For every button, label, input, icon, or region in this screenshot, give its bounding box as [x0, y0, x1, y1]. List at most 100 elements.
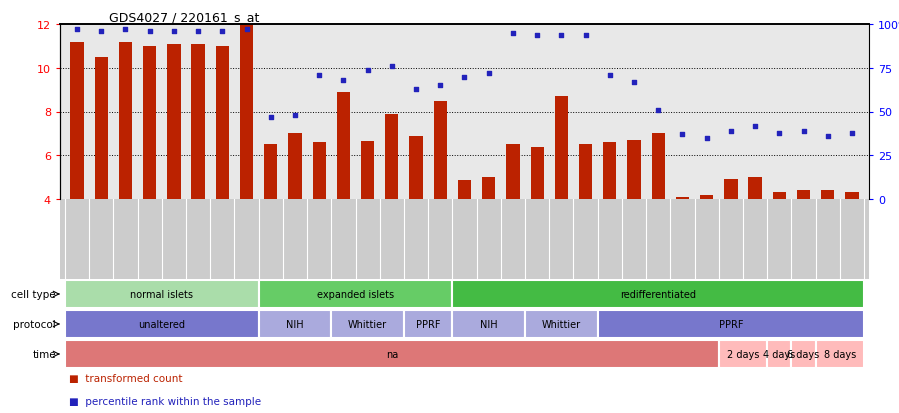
- Text: ■  percentile rank within the sample: ■ percentile rank within the sample: [69, 396, 261, 406]
- Point: [385, 64, 399, 70]
- Bar: [259, 280, 452, 309]
- Text: 6 days: 6 days: [788, 349, 820, 359]
- Point: [748, 123, 762, 130]
- Bar: [331, 310, 404, 339]
- Bar: [676, 197, 690, 199]
- Point: [797, 128, 811, 135]
- Bar: [773, 193, 786, 199]
- Text: NIH: NIH: [286, 319, 304, 329]
- Bar: [313, 143, 325, 199]
- Bar: [815, 340, 864, 368]
- Point: [409, 86, 423, 93]
- Text: PPRF: PPRF: [718, 319, 743, 329]
- Point: [118, 27, 132, 33]
- Text: cell type: cell type: [12, 289, 56, 299]
- Bar: [452, 280, 864, 309]
- Point: [530, 32, 545, 39]
- Text: expanded islets: expanded islets: [317, 289, 394, 299]
- Bar: [167, 45, 181, 199]
- Bar: [700, 195, 714, 199]
- Bar: [821, 191, 834, 199]
- Bar: [65, 340, 719, 368]
- Point: [288, 112, 302, 119]
- Point: [263, 114, 278, 121]
- Bar: [598, 310, 864, 339]
- Point: [651, 107, 665, 114]
- Bar: [628, 140, 641, 199]
- Point: [239, 27, 254, 33]
- Bar: [65, 280, 259, 309]
- Bar: [361, 142, 374, 199]
- Bar: [409, 136, 423, 199]
- Point: [821, 133, 835, 140]
- Point: [433, 83, 448, 89]
- Bar: [240, 25, 254, 199]
- Point: [699, 135, 714, 142]
- Point: [142, 28, 156, 35]
- Bar: [404, 310, 452, 339]
- Point: [482, 71, 496, 77]
- Bar: [525, 310, 598, 339]
- Bar: [719, 340, 767, 368]
- Text: ■  transformed count: ■ transformed count: [69, 373, 182, 383]
- Text: na: na: [386, 349, 398, 359]
- Bar: [530, 147, 544, 199]
- Point: [554, 32, 568, 39]
- Text: time: time: [32, 349, 56, 359]
- Point: [724, 128, 738, 135]
- Point: [70, 27, 85, 33]
- Bar: [70, 43, 84, 199]
- Point: [458, 74, 472, 81]
- Bar: [385, 114, 398, 199]
- Bar: [337, 93, 350, 199]
- Point: [627, 79, 641, 86]
- Bar: [652, 134, 665, 199]
- Bar: [433, 101, 447, 199]
- Bar: [191, 45, 205, 199]
- Bar: [791, 340, 815, 368]
- Point: [215, 28, 229, 35]
- Bar: [94, 58, 108, 199]
- Bar: [458, 181, 471, 199]
- Bar: [845, 193, 859, 199]
- Text: Whittier: Whittier: [542, 319, 581, 329]
- Bar: [143, 47, 156, 199]
- Point: [336, 78, 351, 84]
- Bar: [452, 310, 525, 339]
- Bar: [725, 180, 737, 199]
- Bar: [289, 134, 301, 199]
- Point: [191, 28, 205, 35]
- Bar: [506, 145, 520, 199]
- Text: protocol: protocol: [13, 319, 56, 329]
- Text: GDS4027 / 220161_s_at: GDS4027 / 220161_s_at: [109, 11, 259, 24]
- Text: NIH: NIH: [480, 319, 497, 329]
- Bar: [119, 43, 132, 199]
- Bar: [259, 310, 331, 339]
- Point: [360, 67, 375, 74]
- Point: [312, 72, 326, 79]
- Point: [845, 130, 859, 136]
- Text: Whittier: Whittier: [348, 319, 387, 329]
- Bar: [555, 97, 568, 199]
- Point: [578, 32, 592, 39]
- Text: unaltered: unaltered: [138, 319, 185, 329]
- Text: 4 days: 4 days: [763, 349, 796, 359]
- Point: [602, 72, 617, 79]
- Text: redifferentiated: redifferentiated: [620, 289, 696, 299]
- Bar: [603, 143, 617, 199]
- Point: [94, 28, 109, 35]
- Point: [675, 132, 690, 138]
- Bar: [767, 340, 791, 368]
- Point: [166, 28, 181, 35]
- Bar: [579, 145, 592, 199]
- Bar: [749, 178, 761, 199]
- Bar: [482, 178, 495, 199]
- Text: 8 days: 8 days: [823, 349, 856, 359]
- Bar: [797, 191, 810, 199]
- Bar: [65, 310, 259, 339]
- Point: [772, 130, 787, 136]
- Point: [506, 31, 521, 37]
- Bar: [216, 47, 229, 199]
- Text: PPRF: PPRF: [416, 319, 441, 329]
- Bar: [264, 145, 278, 199]
